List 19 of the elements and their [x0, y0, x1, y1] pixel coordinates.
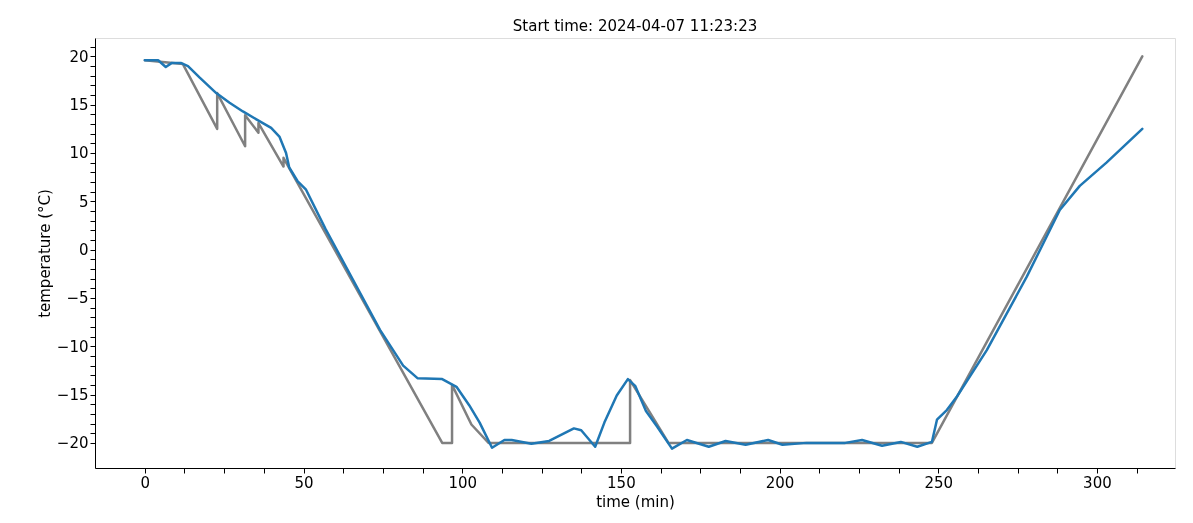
x-tick-label: 0: [140, 473, 151, 492]
x-tick-label: 50: [294, 473, 314, 492]
y-tick-label: 0: [78, 241, 89, 260]
y-axis-title: temperature (°C): [35, 189, 54, 318]
x-tick-label: 200: [765, 473, 795, 492]
y-tick-label: 20: [69, 47, 89, 66]
x-tick-label: 300: [1083, 473, 1112, 492]
y-tick-label: 5: [78, 192, 89, 211]
y-tick-label: −10: [56, 337, 89, 356]
x-tick-label: 150: [607, 473, 636, 492]
x-axis-title: time (min): [596, 492, 675, 511]
x-tick-label: 250: [924, 473, 954, 492]
y-tick-label: −15: [56, 386, 89, 405]
x-tick-label: 100: [448, 473, 478, 492]
y-tick-label: −5: [66, 289, 89, 308]
chart-title: Start time: 2024-04-07 11:23:23: [512, 17, 758, 35]
y-tick-label: 15: [69, 96, 89, 115]
y-tick-label: −20: [56, 434, 89, 453]
y-tick-label: 10: [69, 144, 89, 163]
